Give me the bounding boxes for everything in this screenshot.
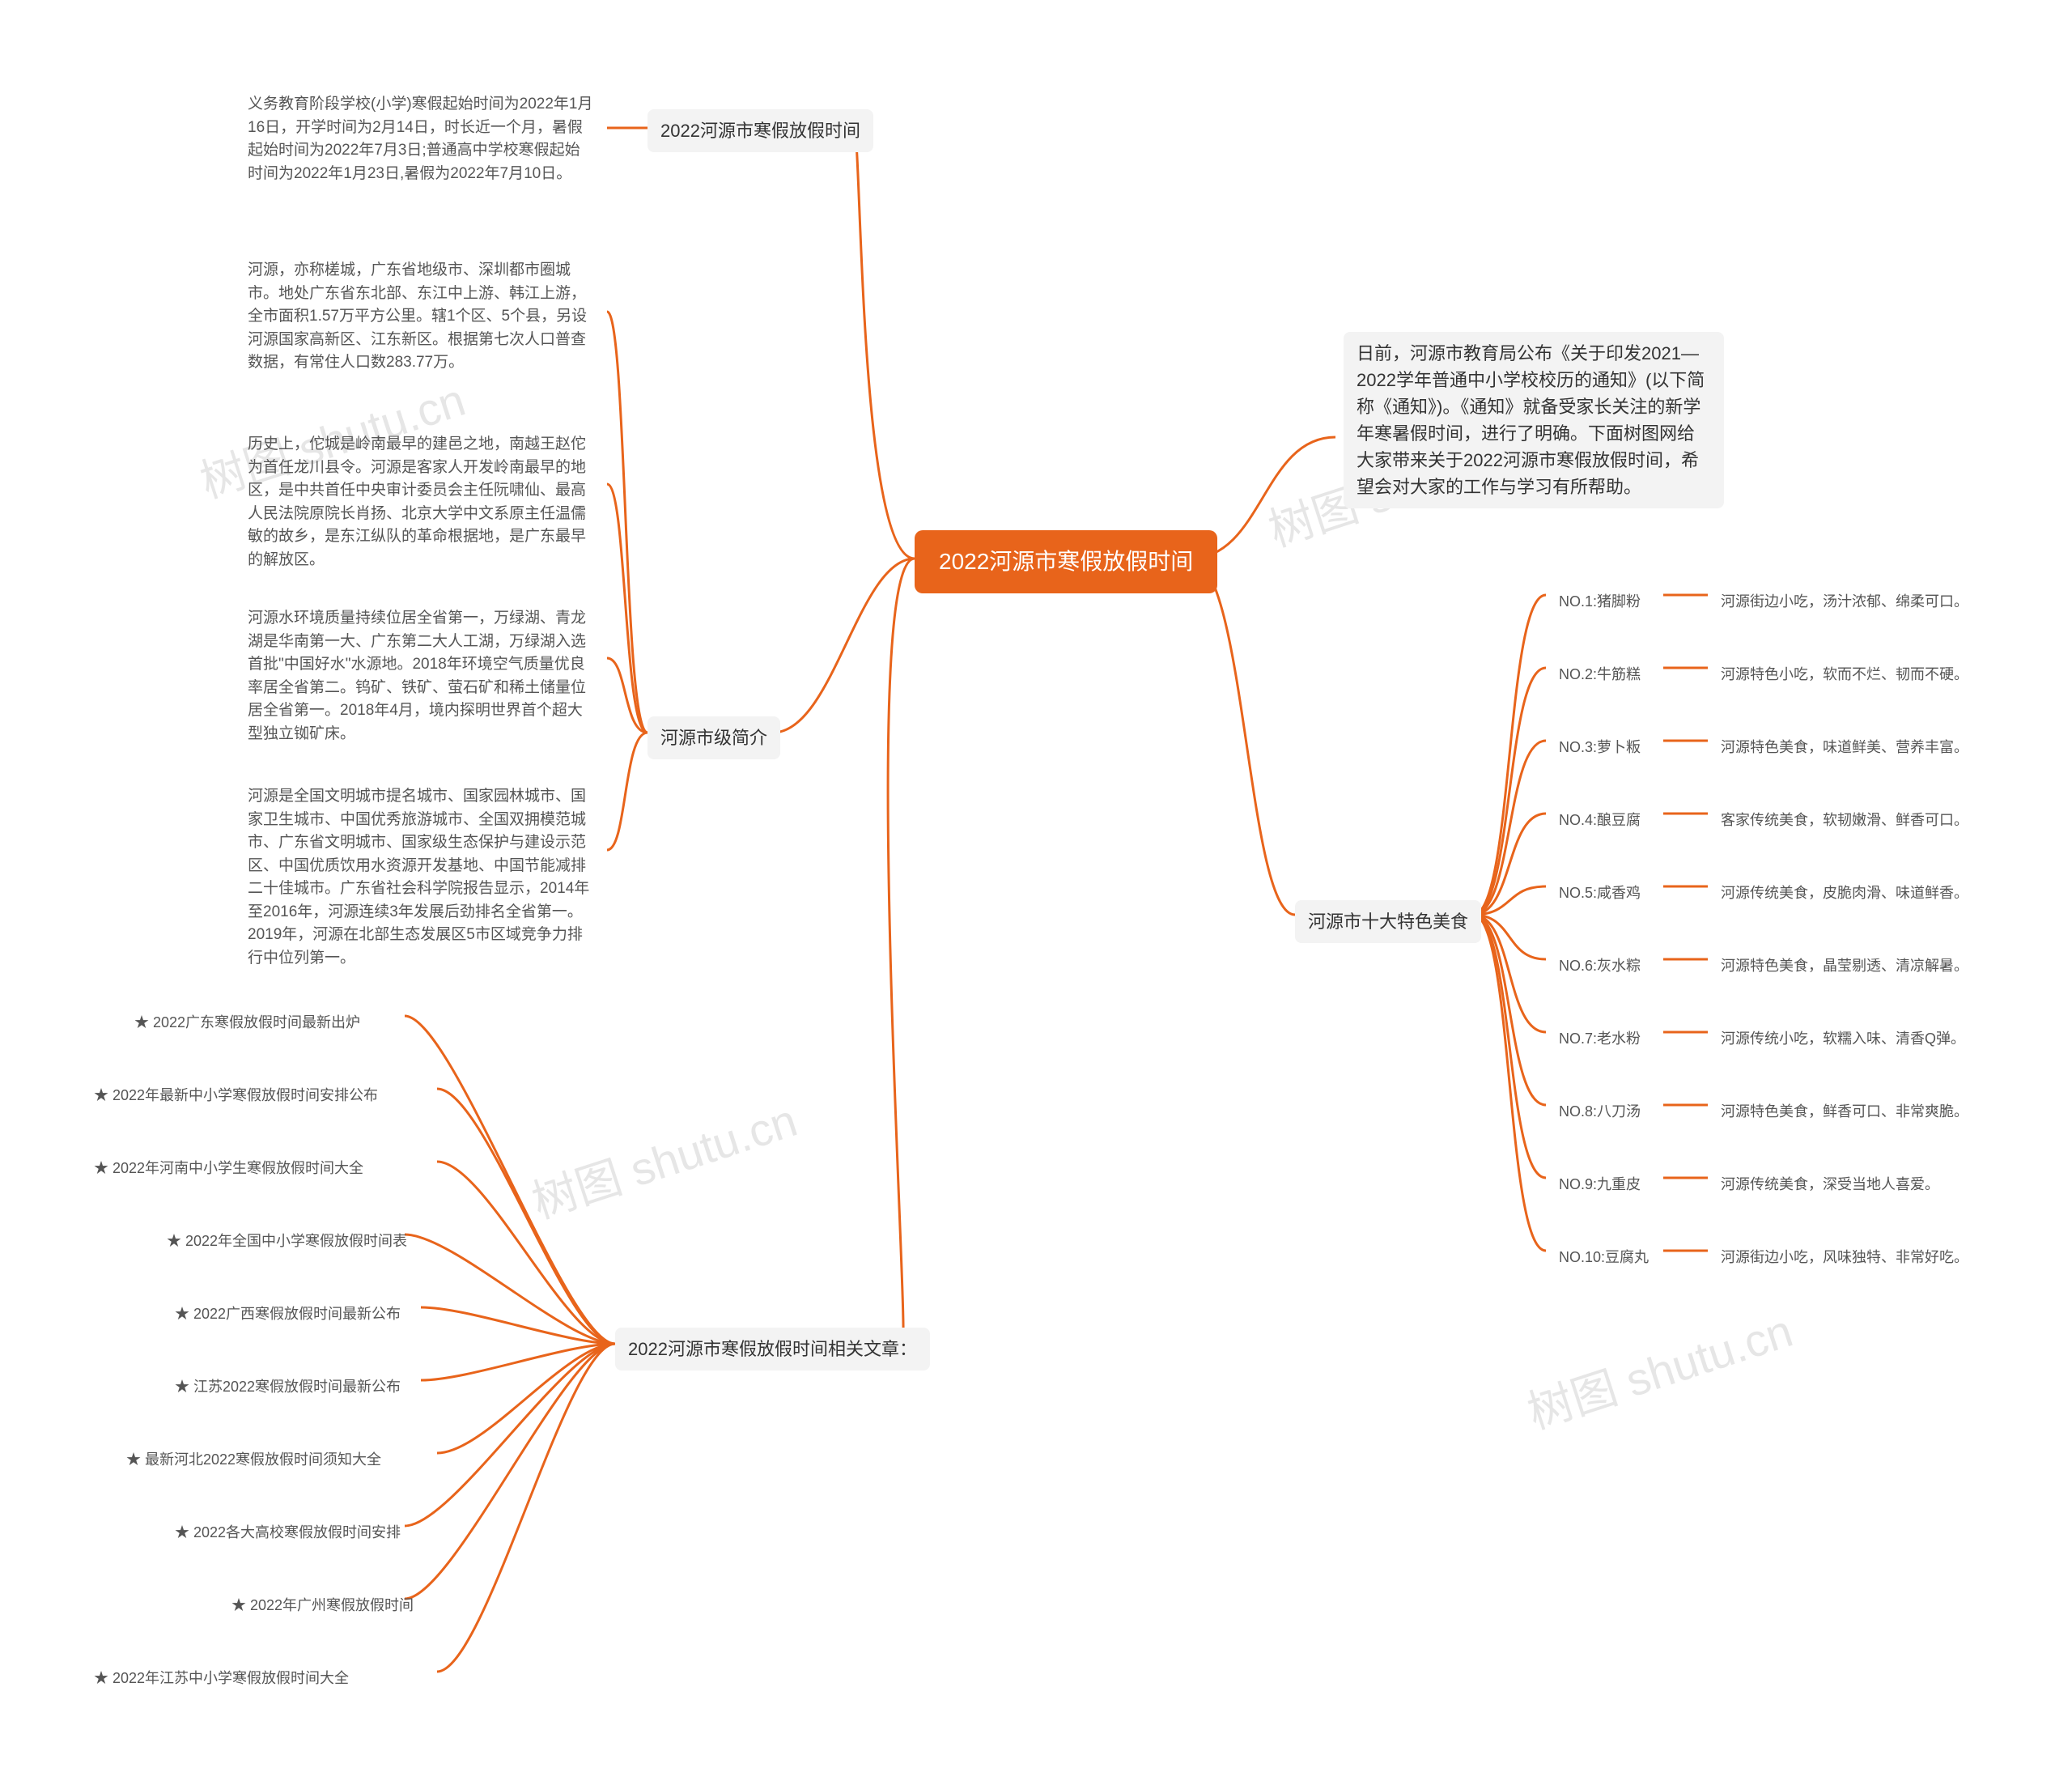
leaf-city-intro-2: 河源水环境质量持续位居全省第一，万绿湖、青龙湖是华南第一大、广东第二大人工湖，万…: [235, 599, 607, 754]
food-rank-8[interactable]: NO.9:九重皮: [1546, 1166, 1654, 1204]
branch-winter-time[interactable]: 2022河源市寒假放假时间: [648, 109, 873, 152]
food-desc-1: 河源特色小吃，软而不烂、韧而不硬。: [1708, 656, 1981, 694]
food-rank-2[interactable]: NO.3:萝卜粄: [1546, 729, 1654, 767]
related-item-9[interactable]: ★ 2022年江苏中小学寒假放假时间大全: [81, 1659, 362, 1698]
related-item-3[interactable]: ★ 2022年全国中小学寒假放假时间表: [154, 1222, 420, 1260]
food-desc-5: 河源特色美食，晶莹剔透、清凉解暑。: [1708, 947, 1981, 985]
leaf-city-intro-3: 河源是全国文明城市提名城市、国家园林城市、国家卫生城市、中国优秀旅游城市、全国双…: [235, 777, 607, 978]
leaf-city-intro-1: 历史上，佗城是岭南最早的建邑之地，南越王赵佗为首任龙川县令。河源是客家人开发岭南…: [235, 425, 607, 580]
related-item-1[interactable]: ★ 2022年最新中小学寒假放假时间安排公布: [81, 1077, 391, 1115]
related-item-6[interactable]: ★ 最新河北2022寒假放假时间须知大全: [113, 1441, 394, 1479]
watermark: 树图 shutu.cn: [1518, 1295, 1800, 1443]
food-rank-9[interactable]: NO.10:豆腐丸: [1546, 1239, 1662, 1277]
intro-box[interactable]: 日前，河源市教育局公布《关于印发2021—2022学年普通中小学校校历的通知》(…: [1344, 332, 1724, 508]
branch-foods[interactable]: 河源市十大特色美食: [1295, 900, 1481, 943]
food-desc-9: 河源街边小吃，风味独特、非常好吃。: [1708, 1239, 1981, 1277]
leaf-winter-time: 义务教育阶段学校(小学)寒假起始时间为2022年1月16日，开学时间为2月14日…: [235, 85, 607, 193]
root-node[interactable]: 2022河源市寒假放假时间: [915, 530, 1217, 593]
related-item-4[interactable]: ★ 2022广西寒假放假时间最新公布: [162, 1295, 414, 1333]
food-rank-3[interactable]: NO.4:酿豆腐: [1546, 801, 1654, 839]
food-desc-4: 河源传统美食，皮脆肉滑、味道鲜香。: [1708, 874, 1981, 912]
related-item-0[interactable]: ★ 2022广东寒假放假时间最新出炉: [121, 1004, 373, 1042]
watermark: 树图 shutu.cn: [523, 1085, 805, 1232]
food-rank-5[interactable]: NO.6:灰水粽: [1546, 947, 1654, 985]
related-item-7[interactable]: ★ 2022各大高校寒假放假时间安排: [162, 1514, 414, 1552]
leaf-city-intro-0: 河源，亦称槎城，广东省地级市、深圳都市圈城市。地处广东省东北部、东江中上游、韩江…: [235, 251, 607, 383]
related-item-5[interactable]: ★ 江苏2022寒假放假时间最新公布: [162, 1368, 414, 1406]
food-rank-7[interactable]: NO.8:八刀汤: [1546, 1093, 1654, 1131]
food-desc-2: 河源特色美食，味道鲜美、营养丰富。: [1708, 729, 1981, 767]
food-rank-1[interactable]: NO.2:牛筋糕: [1546, 656, 1654, 694]
food-rank-0[interactable]: NO.1:猪脚粉: [1546, 583, 1654, 621]
food-desc-7: 河源特色美食，鲜香可口、非常爽脆。: [1708, 1093, 1981, 1131]
food-rank-4[interactable]: NO.5:咸香鸡: [1546, 874, 1654, 912]
related-item-8[interactable]: ★ 2022年广州寒假放假时间: [219, 1587, 427, 1625]
branch-related[interactable]: 2022河源市寒假放假时间相关文章：: [615, 1328, 930, 1370]
related-item-2[interactable]: ★ 2022年河南中小学生寒假放假时间大全: [81, 1149, 376, 1188]
branch-city-intro[interactable]: 河源市级简介: [648, 716, 780, 759]
food-desc-3: 客家传统美食，软韧嫩滑、鲜香可口。: [1708, 801, 1981, 839]
food-rank-6[interactable]: NO.7:老水粉: [1546, 1020, 1654, 1058]
food-desc-0: 河源街边小吃，汤汁浓郁、绵柔可口。: [1708, 583, 1981, 621]
mindmap-canvas: 树图 shutu.cn 树图 shutu.cn 树图 shutu.cn 树图 s…: [0, 0, 2072, 1772]
food-desc-8: 河源传统美食，深受当地人喜爱。: [1708, 1166, 1952, 1204]
food-desc-6: 河源传统小吃，软糯入味、清香Q弹。: [1708, 1020, 1978, 1058]
